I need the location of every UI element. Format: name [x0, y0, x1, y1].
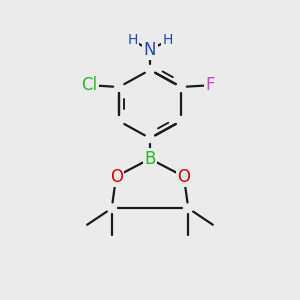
- Text: B: B: [144, 150, 156, 168]
- Text: H: H: [163, 34, 173, 47]
- Text: Cl: Cl: [82, 76, 98, 94]
- Text: F: F: [206, 76, 215, 94]
- Text: N: N: [144, 41, 156, 59]
- Text: H: H: [127, 34, 137, 47]
- Text: O: O: [110, 167, 123, 185]
- Text: O: O: [177, 167, 190, 185]
